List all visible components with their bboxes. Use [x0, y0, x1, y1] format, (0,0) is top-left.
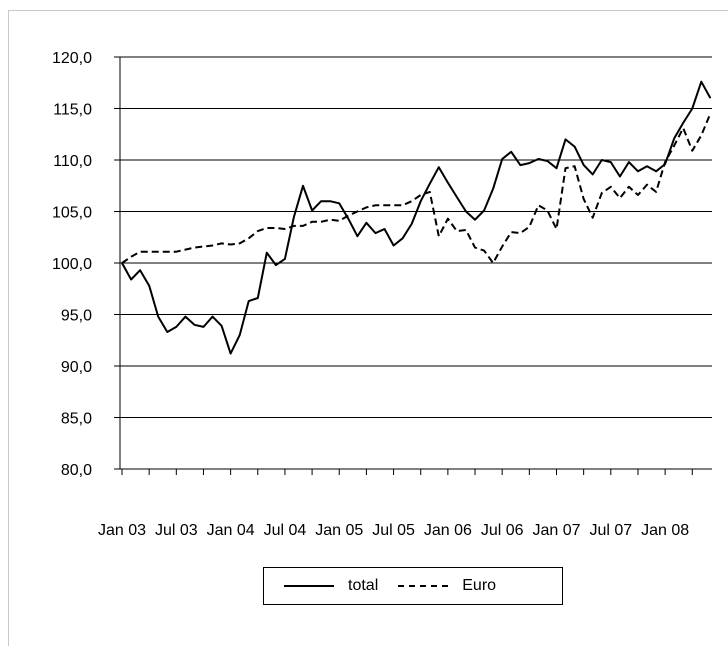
x-tick-label: Jul 07 [589, 522, 632, 539]
gridlines [120, 56, 712, 418]
legend-label-total: total [348, 577, 379, 594]
y-tick-label: 105,0 [52, 205, 92, 222]
legend-item-total: total [264, 577, 378, 595]
legend: total Euro [263, 567, 563, 605]
x-tick-label: Jul 03 [155, 522, 198, 539]
y-tick-label: 90,0 [61, 359, 92, 376]
y-tick-label: 85,0 [61, 411, 92, 428]
x-tick-label: Jul 05 [372, 522, 415, 539]
series-line-total [121, 80, 712, 355]
legend-item-euro: Euro [378, 577, 496, 595]
legend-label-euro: Euro [462, 577, 497, 594]
x-tick-label: Jul 06 [481, 522, 524, 539]
y-axis-ticks: 80,0 85,0 90,0 95,0 100,0 105,0 110,0 115,0 120,… [52, 50, 120, 479]
legend-swatch-total [284, 585, 334, 587]
x-tick-label: Jan 08 [641, 522, 689, 539]
chart-frame [8, 10, 728, 646]
x-tick-label: Jul 04 [264, 522, 307, 539]
y-tick-label: 110,0 [53, 153, 92, 170]
axes [119, 57, 712, 470]
y-tick-label: 95,0 [61, 308, 92, 325]
x-tick-label: Jan 03 [98, 522, 146, 539]
series-line-euro [121, 113, 712, 264]
x-tick-label: Jan 07 [532, 522, 580, 539]
series-lines [121, 80, 712, 355]
x-tick-label: Jan 04 [207, 522, 255, 539]
y-tick-label: 100,0 [52, 256, 92, 273]
x-axis-ticks: Jan 03 Jul 03 Jan 04 Jul 04 Jan 05 Jul 05 Jan … [98, 469, 693, 539]
legend-swatch-euro [398, 585, 449, 587]
y-tick-label: 80,0 [61, 462, 92, 479]
y-tick-label: 120,0 [52, 50, 92, 67]
x-tick-label: Jan 05 [315, 522, 363, 539]
y-tick-label: 115,0 [53, 102, 92, 119]
x-tick-label: Jan 06 [424, 522, 472, 539]
